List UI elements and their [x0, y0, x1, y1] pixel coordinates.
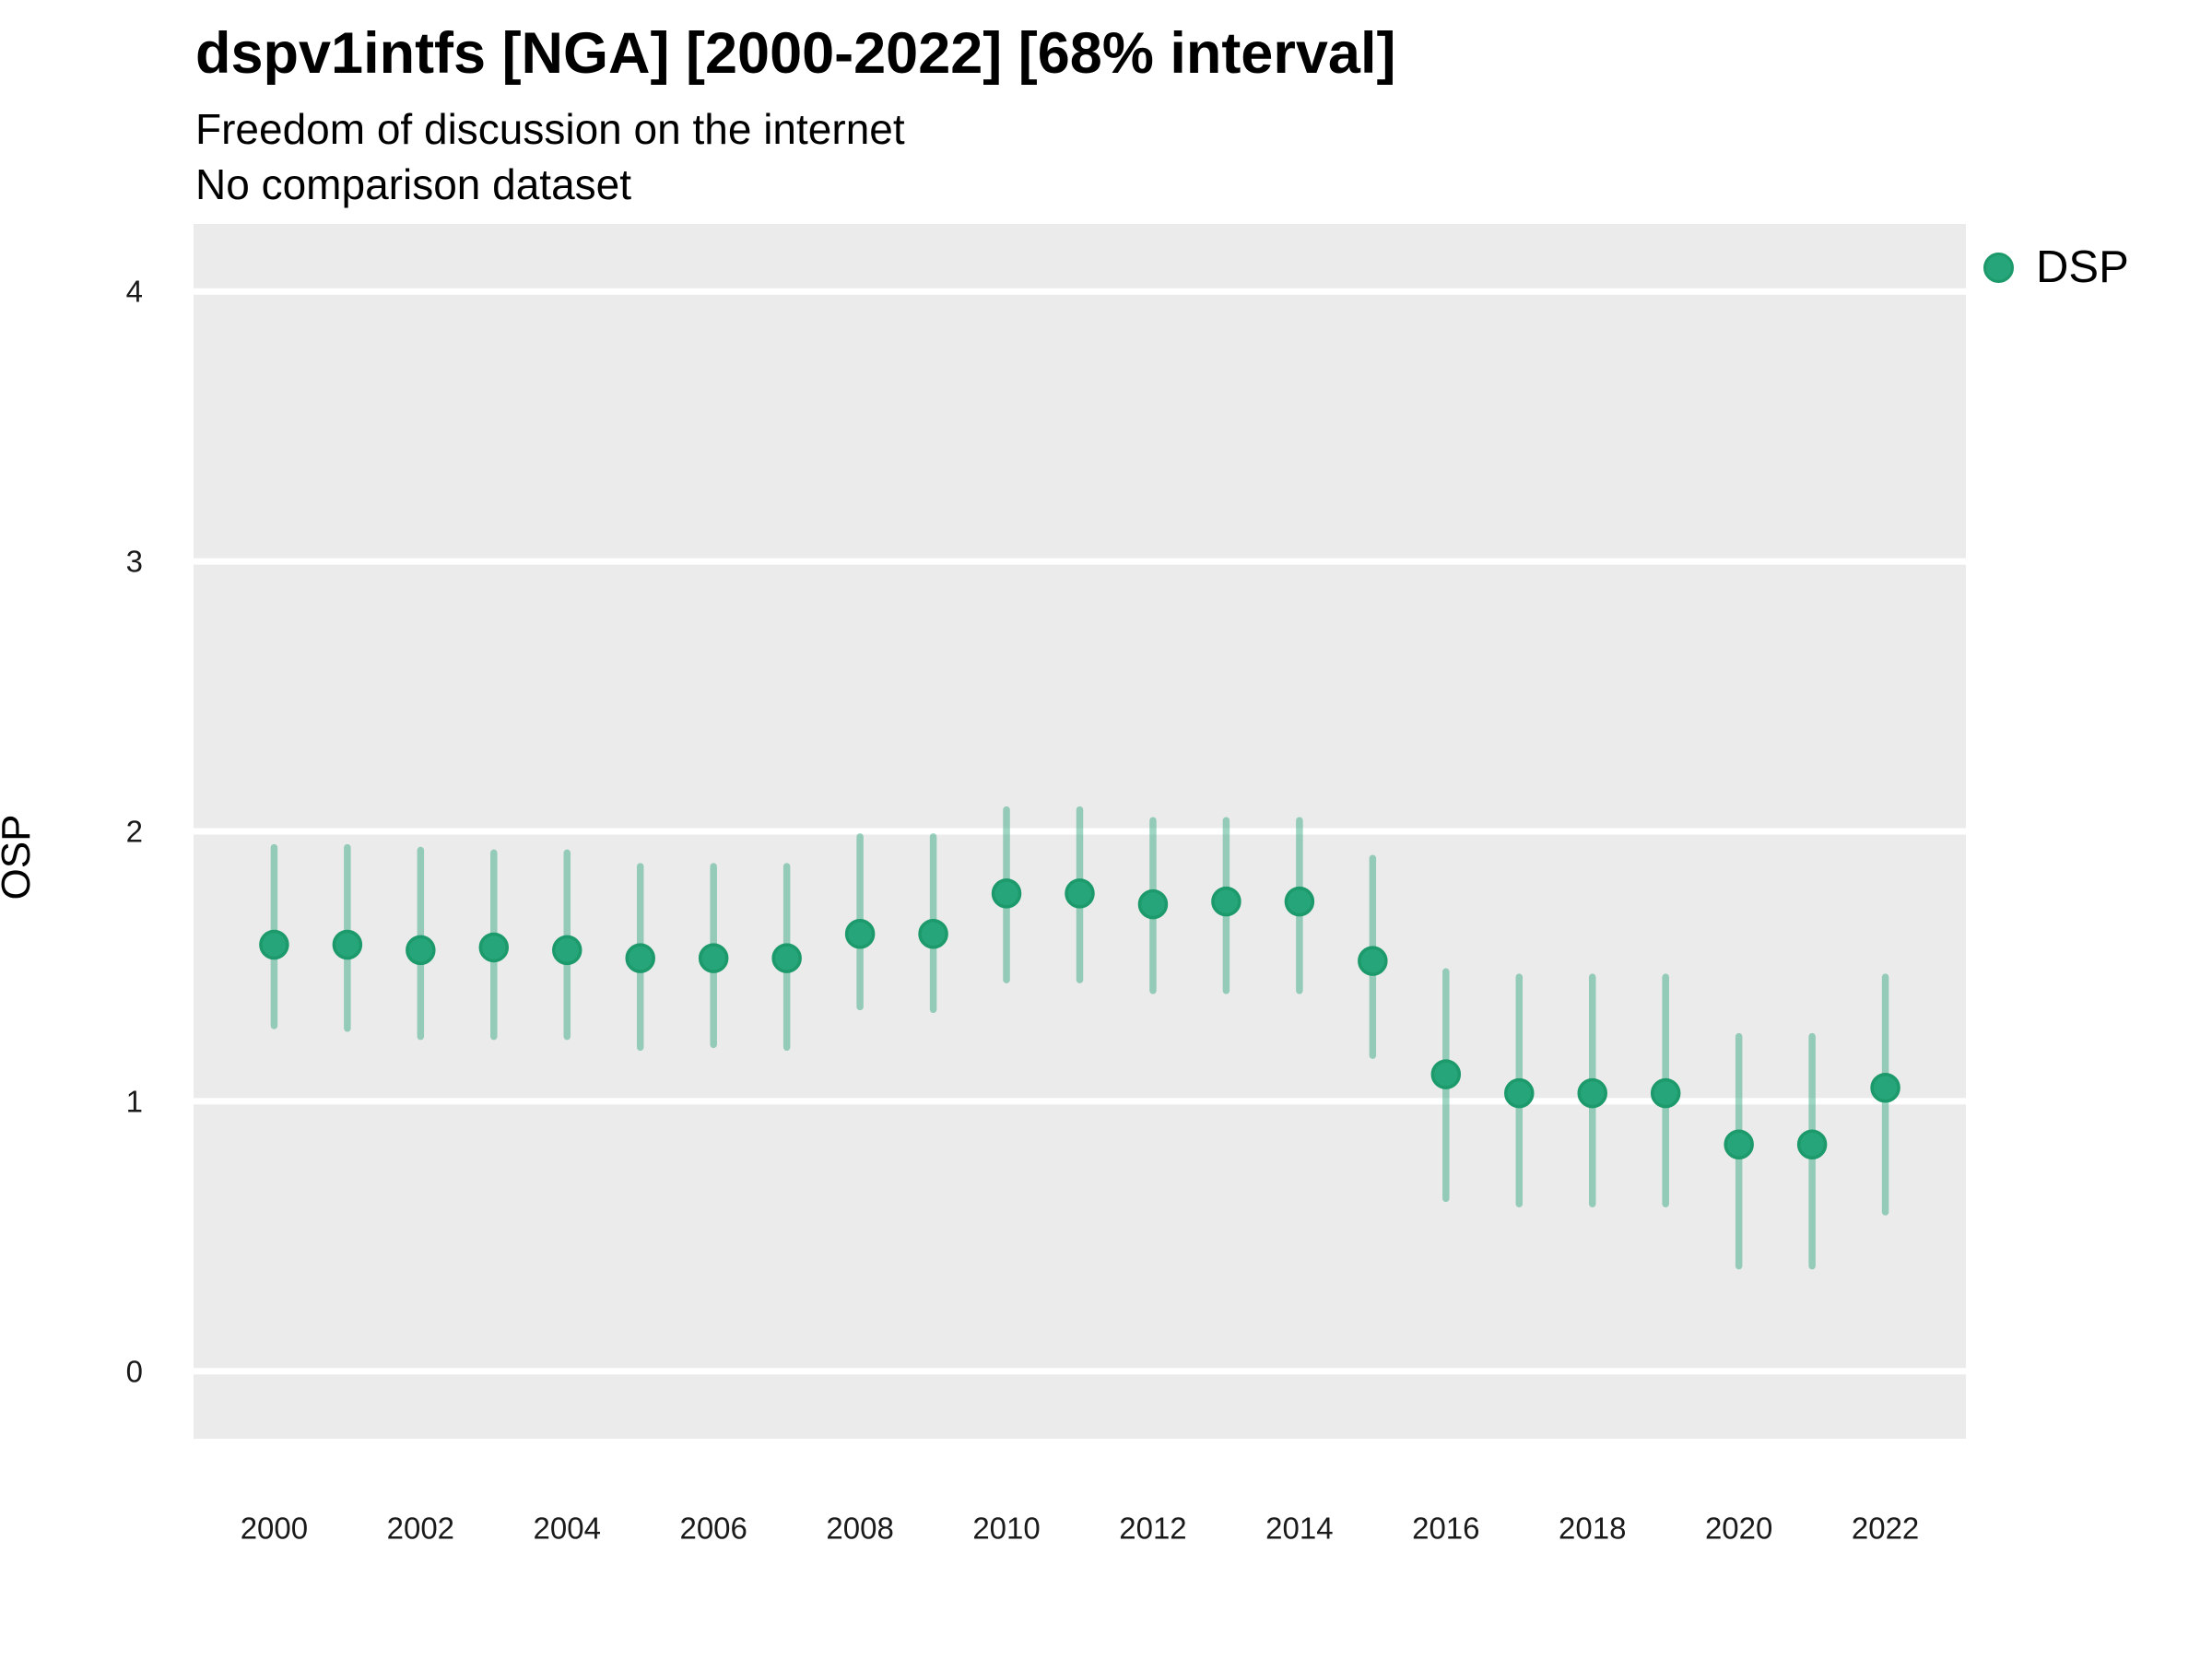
data-point-DSP-2000 — [259, 929, 289, 960]
data-point-DSP-2011 — [1065, 878, 1095, 909]
data-point-DSP-2012 — [1137, 888, 1169, 920]
data-point-DSP-2010 — [991, 878, 1022, 909]
y-tick-label-4: 4 — [126, 275, 143, 309]
data-point-DSP-2022 — [1870, 1072, 1900, 1103]
data-point-DSP-2017 — [1504, 1077, 1535, 1109]
x-tick-label-2004: 2004 — [534, 1512, 601, 1546]
data-point-DSP-2003 — [478, 932, 510, 963]
data-point-DSP-2004 — [552, 935, 582, 966]
chart-subtitle: Freedom of discussion on the internet — [195, 105, 905, 153]
data-point-DSP-2001 — [332, 929, 363, 960]
x-tick-label-2014: 2014 — [1265, 1512, 1333, 1546]
data-point-DSP-2007 — [771, 943, 802, 973]
data-point-DSP-2015 — [1358, 946, 1388, 976]
data-point-DSP-2016 — [1430, 1059, 1462, 1089]
y-tick-label-2: 2 — [126, 815, 143, 849]
data-point-DSP-2008 — [844, 919, 876, 949]
data-point-DSP-2002 — [406, 935, 436, 966]
x-tick-label-2010: 2010 — [972, 1512, 1040, 1546]
legend-point-icon — [1983, 253, 2014, 283]
data-point-DSP-2013 — [1211, 886, 1241, 917]
x-tick-label-2008: 2008 — [826, 1512, 893, 1546]
data-point-DSP-2009 — [918, 919, 948, 949]
y-tick-label-0: 0 — [126, 1354, 143, 1388]
data-point-DSP-2014 — [1284, 886, 1315, 917]
y-tick-label-1: 1 — [126, 1084, 143, 1118]
data-point-DSP-2019 — [1650, 1077, 1681, 1109]
y-axis-title: OSP — [0, 814, 39, 900]
x-tick-label-2002: 2002 — [387, 1512, 454, 1546]
x-tick-label-2020: 2020 — [1705, 1512, 1772, 1546]
x-tick-label-2016: 2016 — [1412, 1512, 1479, 1546]
x-tick-label-2000: 2000 — [241, 1512, 308, 1546]
x-tick-label-2022: 2022 — [1852, 1512, 1919, 1546]
data-point-DSP-2005 — [625, 943, 655, 973]
x-tick-label-2018: 2018 — [1559, 1512, 1626, 1546]
data-point-DSP-2018 — [1577, 1077, 1607, 1109]
y-tick-label-3: 3 — [126, 545, 143, 579]
chart-title: dspv1intfs [NGA] [2000-2022] [68% interv… — [195, 21, 1396, 86]
legend: DSP — [1983, 245, 2129, 290]
data-point-DSP-2021 — [1796, 1129, 1828, 1160]
data-point-DSP-2020 — [1724, 1129, 1754, 1160]
x-tick-label-2006: 2006 — [679, 1512, 747, 1546]
legend-series-label: DSP — [2036, 242, 2129, 292]
data-point-DSP-2006 — [698, 943, 729, 973]
x-tick-label-2012: 2012 — [1119, 1512, 1186, 1546]
chart-note: No comparison dataset — [195, 160, 632, 208]
